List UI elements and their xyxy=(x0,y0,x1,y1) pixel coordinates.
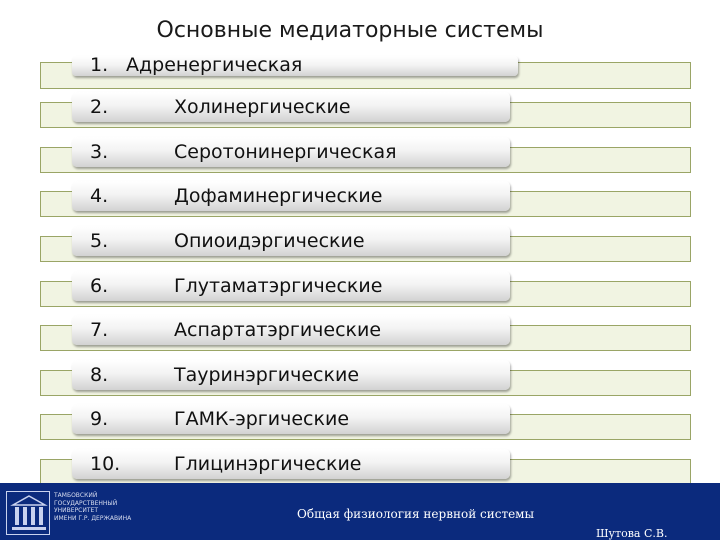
item-pill: 10. Глицинэргические xyxy=(72,449,510,479)
item-pill: 9. ГАМК-эргические xyxy=(72,404,510,434)
university-name-line: Тамбовский xyxy=(54,492,98,499)
author-name: Шутова С.В. xyxy=(596,527,668,540)
slide-title: Основные медиаторные системы xyxy=(156,18,544,43)
item-number: 9. xyxy=(90,408,109,430)
university-name-line: государственный xyxy=(54,499,118,507)
item-label: ГАМК-эргические xyxy=(174,408,350,430)
item-label: Аспартатэргические xyxy=(174,319,382,341)
university-name: Тамбовский государственный университет и… xyxy=(54,492,134,522)
item-number: 4. xyxy=(90,185,109,207)
item-label: Тауринэргические xyxy=(174,364,360,386)
mediator-list: 1. Адренергическая 2. Холинергические 3.… xyxy=(0,54,720,485)
footer-bar: Тамбовский государственный университет и… xyxy=(0,483,720,540)
list-item: 9. ГАМК-эргические xyxy=(0,404,720,440)
item-number: 3. xyxy=(90,141,109,163)
item-pill: 6. Глутаматэргические xyxy=(72,271,510,301)
list-item: 8. Тауринэргические xyxy=(0,360,720,396)
item-number: 6. xyxy=(90,275,109,297)
course-name: Общая физиология нервной системы xyxy=(297,507,535,521)
item-pill: 3. Серотонинергическая xyxy=(72,137,510,167)
list-item: 10. Глицинэргические xyxy=(0,449,720,485)
item-pill: 8. Тауринэргические xyxy=(72,360,510,390)
item-label: Холинергические xyxy=(174,96,351,118)
list-item: 3. Серотонинергическая xyxy=(0,137,720,173)
item-number: 2. xyxy=(90,96,109,118)
item-pill: 1. Адренергическая xyxy=(72,54,518,76)
item-label: Глицинэргические xyxy=(174,453,362,475)
item-pill: 7. Аспартатэргические xyxy=(72,315,510,345)
university-name-line: имени Г.Р. Державина xyxy=(54,514,132,522)
item-number: 5. xyxy=(90,230,109,252)
university-name-line: университет xyxy=(54,507,98,514)
item-label: Глутаматэргические xyxy=(174,275,383,297)
item-number: 7. xyxy=(90,319,109,341)
item-number: 1. xyxy=(90,54,109,76)
item-label: Опиоидэргические xyxy=(174,230,365,252)
item-pill: 5. Опиоидэргические xyxy=(72,226,510,256)
item-label: Адренергическая xyxy=(126,54,303,76)
item-number: 8. xyxy=(90,364,109,386)
item-pill: 4. Дофаминергические xyxy=(72,181,510,211)
university-building-icon xyxy=(6,491,50,535)
item-label: Дофаминергические xyxy=(174,185,383,207)
list-item: 7. Аспартатэргические xyxy=(0,315,720,351)
list-item: 1. Адренергическая xyxy=(0,54,720,96)
item-pill: 2. Холинергические xyxy=(72,92,510,122)
item-number: 10. xyxy=(90,453,121,475)
list-item: 4. Дофаминергические xyxy=(0,181,720,217)
list-item: 6. Глутаматэргические xyxy=(0,271,720,307)
item-label: Серотонинергическая xyxy=(174,141,397,163)
list-item: 5. Опиоидэргические xyxy=(0,226,720,262)
list-item: 2. Холинергические xyxy=(0,92,720,128)
